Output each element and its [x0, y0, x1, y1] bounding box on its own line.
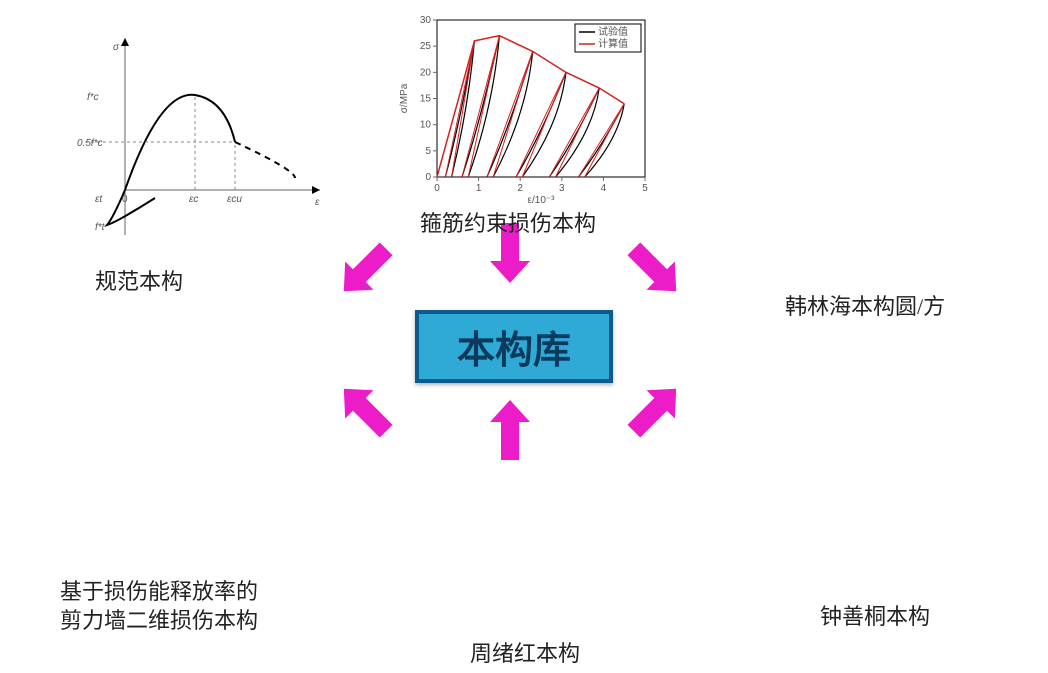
svg-text:0.5f*c: 0.5f*c	[77, 138, 103, 149]
label-top-right: 韩林海本构圆/方	[785, 293, 945, 322]
label-bot-right: 钟善桐本构	[820, 603, 930, 632]
svg-text:ε/10⁻³: ε/10⁻³	[528, 195, 556, 205]
chart-top-left: σ ε f*c 0.5f*c f*t εt 0 εc εcu	[55, 20, 335, 250]
label-bot-mid: 周绪红本构	[470, 640, 580, 669]
svg-text:20: 20	[420, 67, 432, 78]
label-top-mid: 箍筋约束损伤本构	[420, 210, 596, 239]
svg-text:εc: εc	[189, 194, 198, 205]
arrow	[620, 375, 691, 446]
svg-text:5: 5	[425, 146, 431, 157]
svg-text:计算值: 计算值	[598, 37, 628, 50]
svg-text:1: 1	[476, 183, 482, 194]
central-box: 本构库	[415, 310, 613, 383]
svg-text:0: 0	[434, 183, 440, 194]
svg-text:2: 2	[517, 183, 523, 194]
chart-top-right-upper	[760, 15, 1020, 145]
svg-text:10: 10	[420, 120, 432, 131]
label-bot-left: 基于损伤能释放率的剪力墙二维损伤本构	[60, 578, 258, 635]
svg-text:f*c: f*c	[87, 92, 99, 103]
chart-top-middle: 0 1 2 3 4 5 0 5 10 15 20 25 30 ε/10⁻³ σ/MPa 试验值计算值	[395, 10, 655, 205]
svg-text:4: 4	[601, 183, 607, 194]
svg-text:试验值: 试验值	[598, 25, 628, 38]
arrow	[620, 235, 691, 306]
central-box-label: 本构库	[457, 319, 571, 374]
arrow	[490, 400, 530, 460]
svg-text:σ: σ	[113, 42, 120, 53]
svg-text:f*t: f*t	[95, 222, 106, 233]
svg-text:0: 0	[122, 194, 128, 205]
svg-text:εcu: εcu	[227, 194, 242, 205]
svg-text:25: 25	[420, 41, 432, 52]
svg-text:0: 0	[425, 172, 431, 183]
svg-text:σ/MPa: σ/MPa	[399, 83, 410, 113]
svg-text:5: 5	[642, 183, 648, 194]
svg-text:ε: ε	[315, 197, 320, 208]
svg-text:30: 30	[420, 15, 432, 26]
label-top-left: 规范本构	[95, 268, 183, 297]
svg-text:3: 3	[559, 183, 565, 194]
arrow	[330, 375, 401, 446]
arrow	[330, 235, 401, 306]
svg-text:15: 15	[420, 94, 432, 105]
svg-text:εt: εt	[95, 194, 103, 205]
